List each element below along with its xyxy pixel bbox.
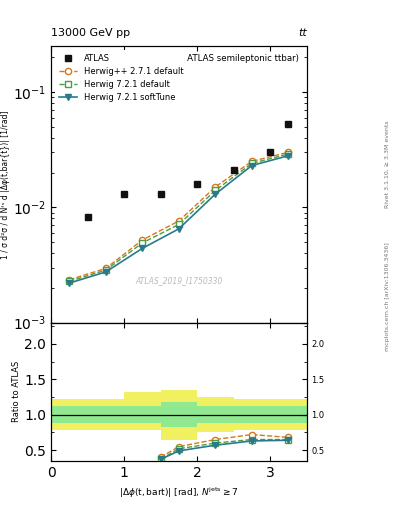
Herwig 7.2.1 default [103,267,108,273]
Line: Herwig++ 2.7.1 default: Herwig++ 2.7.1 default [66,149,292,283]
Herwig 7.2.1 softTune [103,269,108,275]
Line: Herwig 7.2.1 softTune: Herwig 7.2.1 softTune [66,153,292,286]
Herwig 7.2.1 default [140,240,145,246]
Herwig++ 2.7.1 default [213,184,218,190]
Y-axis label: 1 / σ d²σ / d Nᶠˢ d |Δφ(t,bar{t})| [1/rad]: 1 / σ d²σ / d Nᶠˢ d |Δφ(t,bar{t})| [1/ra… [1,110,10,259]
Text: tt: tt [298,28,307,38]
Herwig 7.2.1 default [67,278,72,284]
Herwig 7.2.1 softTune [286,153,291,159]
ATLAS [286,121,291,127]
Legend: ATLAS, Herwig++ 2.7.1 default, Herwig 7.2.1 default, Herwig 7.2.1 softTune: ATLAS, Herwig++ 2.7.1 default, Herwig 7.… [55,50,187,105]
Herwig 7.2.1 softTune [176,226,181,232]
Text: Rivet 3.1.10, ≥ 3.3M events: Rivet 3.1.10, ≥ 3.3M events [385,120,389,208]
ATLAS [231,167,236,173]
ATLAS [85,214,90,220]
ATLAS [195,181,199,187]
Herwig++ 2.7.1 default [286,149,291,155]
Herwig 7.2.1 softTune [67,280,72,286]
Herwig 7.2.1 softTune [250,162,254,168]
Herwig 7.2.1 default [213,187,218,194]
Y-axis label: Ratio to ATLAS: Ratio to ATLAS [13,361,22,422]
Herwig 7.2.1 softTune [213,191,218,197]
Herwig++ 2.7.1 default [250,158,254,164]
Herwig++ 2.7.1 default [140,237,145,243]
Text: ATLAS_2019_I1750330: ATLAS_2019_I1750330 [135,276,222,286]
Herwig 7.2.1 default [286,151,291,157]
Line: Herwig 7.2.1 default: Herwig 7.2.1 default [66,151,292,284]
X-axis label: $|\Delta\phi(\mathrm{t,bar{t}})|$ [rad], $N^{\mathrm{jets}} \geq 7$: $|\Delta\phi(\mathrm{t,bar{t}})|$ [rad],… [119,485,239,500]
ATLAS [122,191,127,197]
Herwig 7.2.1 default [250,160,254,166]
Herwig 7.2.1 softTune [140,245,145,251]
Text: Δφ (ttbar) (ATLAS semileptonic ttbar): Δφ (ttbar) (ATLAS semileptonic ttbar) [139,54,299,63]
ATLAS [268,149,272,155]
Herwig++ 2.7.1 default [67,276,72,283]
Text: 13000 GeV pp: 13000 GeV pp [51,28,130,38]
ATLAS [158,191,163,197]
Text: mcplots.cern.ch [arXiv:1306.3436]: mcplots.cern.ch [arXiv:1306.3436] [385,243,389,351]
Herwig++ 2.7.1 default [176,218,181,224]
Herwig 7.2.1 default [176,221,181,227]
Line: ATLAS: ATLAS [84,121,292,220]
Herwig++ 2.7.1 default [103,265,108,271]
